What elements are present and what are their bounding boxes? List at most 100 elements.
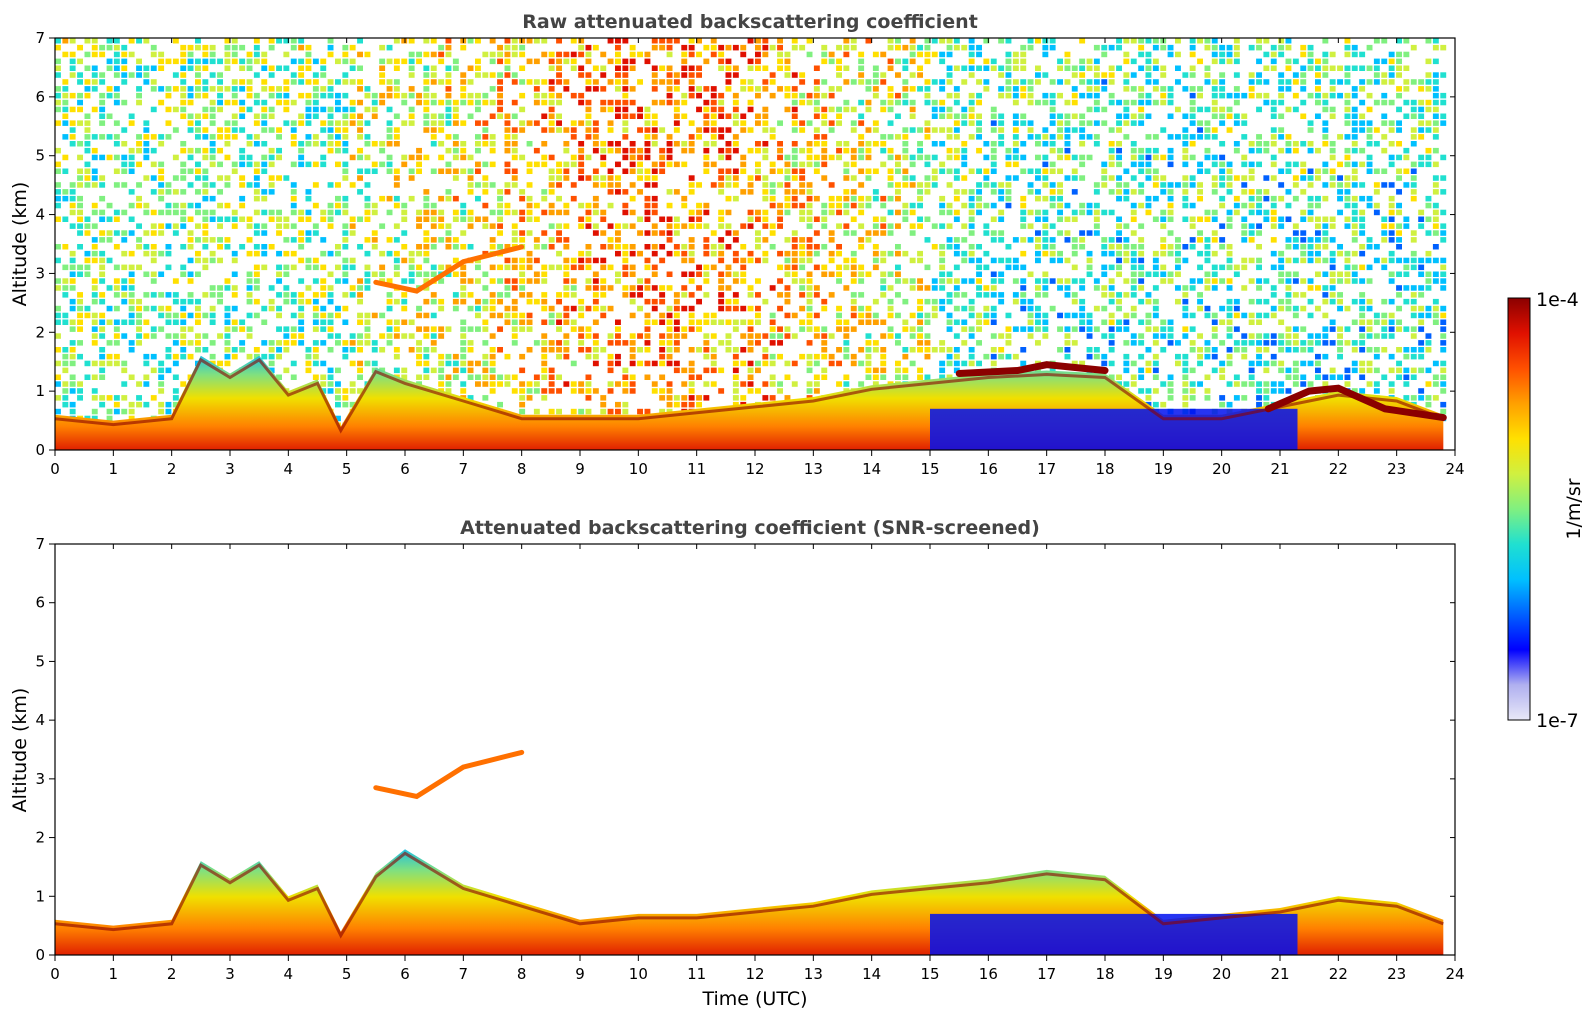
noise-pixel xyxy=(217,79,223,85)
noise-pixel xyxy=(1116,44,1122,51)
noise-pixel xyxy=(1123,195,1130,202)
noise-pixel xyxy=(1285,292,1292,298)
noise-pixel xyxy=(1233,312,1240,319)
noise-pixel xyxy=(357,298,363,305)
noise-pixel xyxy=(998,195,1005,202)
noise-pixel xyxy=(961,65,968,71)
noise-pixel xyxy=(99,120,106,126)
noise-pixel xyxy=(364,51,371,58)
noise-pixel xyxy=(113,278,120,284)
noise-pixel xyxy=(69,141,76,147)
noise-pixel xyxy=(1138,285,1145,291)
noise-pixel xyxy=(1108,175,1115,181)
noise-pixel xyxy=(371,168,378,174)
noise-pixel xyxy=(209,51,216,58)
noise-pixel xyxy=(298,92,305,99)
noise-pixel xyxy=(1160,319,1167,325)
noise-pixel xyxy=(467,209,474,216)
noise-pixel xyxy=(732,237,739,243)
noise-pixel xyxy=(202,264,209,271)
noise-pixel xyxy=(556,312,562,319)
noise-pixel xyxy=(865,333,872,339)
noise-pixel xyxy=(1152,340,1159,346)
noise-pixel xyxy=(1241,340,1248,346)
noise-pixel xyxy=(511,51,518,58)
noise-pixel xyxy=(298,65,305,71)
noise-pixel xyxy=(1388,161,1395,168)
noise-pixel xyxy=(276,147,282,154)
noise-pixel xyxy=(1167,86,1174,92)
noise-pixel xyxy=(467,360,474,367)
noise-pixel xyxy=(1145,79,1152,85)
noise-pixel xyxy=(953,92,960,99)
noise-pixel xyxy=(379,72,386,78)
noise-pixel xyxy=(386,92,393,99)
noise-pixel xyxy=(497,347,503,353)
noise-pixel xyxy=(202,44,209,51)
noise-pixel xyxy=(231,319,238,325)
noise-pixel xyxy=(976,326,982,332)
noise-pixel xyxy=(416,216,422,222)
noise-pixel xyxy=(799,305,806,312)
noise-pixel xyxy=(651,161,658,168)
noise-pixel xyxy=(327,51,334,58)
noise-pixel xyxy=(659,360,666,367)
noise-pixel xyxy=(401,230,408,236)
noise-pixel xyxy=(1167,92,1174,99)
noise-pixel xyxy=(445,65,452,71)
noise-pixel xyxy=(180,141,187,147)
noise-pixel xyxy=(1233,113,1240,119)
noise-pixel xyxy=(202,168,209,174)
noise-pixel xyxy=(408,120,415,126)
noise-pixel xyxy=(1337,271,1343,277)
noise-pixel xyxy=(843,264,850,271)
noise-pixel xyxy=(953,120,960,126)
noise-pixel xyxy=(91,209,98,216)
noise-pixel xyxy=(1418,319,1425,325)
noise-pixel xyxy=(1381,168,1388,174)
noise-pixel xyxy=(1027,312,1034,319)
noise-pixel xyxy=(1012,161,1019,168)
noise-pixel xyxy=(666,92,673,99)
noise-pixel xyxy=(1381,99,1388,106)
noise-pixel xyxy=(268,154,275,161)
noise-pixel xyxy=(769,326,776,332)
noise-pixel xyxy=(607,120,614,126)
noise-pixel xyxy=(1337,92,1343,99)
noise-pixel xyxy=(917,182,923,188)
noise-pixel xyxy=(239,127,246,133)
noise-pixel xyxy=(828,333,835,339)
noise-pixel xyxy=(1057,189,1063,195)
noise-pixel xyxy=(1226,209,1233,216)
noise-pixel xyxy=(858,141,865,147)
noise-pixel xyxy=(1263,175,1270,181)
noise-pixel xyxy=(666,360,673,367)
noise-pixel xyxy=(821,340,828,346)
noise-pixel xyxy=(165,209,172,216)
noise-pixel xyxy=(1071,244,1078,250)
noise-pixel xyxy=(607,223,614,229)
noise-pixel xyxy=(283,51,290,58)
noise-pixel xyxy=(585,127,592,133)
noise-pixel xyxy=(1079,360,1086,367)
noise-pixel xyxy=(187,216,194,222)
noise-pixel xyxy=(452,99,459,106)
noise-pixel xyxy=(1160,244,1167,250)
noise-pixel xyxy=(1403,298,1410,305)
noise-pixel xyxy=(637,216,643,222)
noise-pixel xyxy=(607,189,614,195)
noise-pixel xyxy=(489,312,496,319)
noise-pixel xyxy=(99,99,106,106)
noise-pixel xyxy=(1108,79,1115,85)
noise-pixel xyxy=(880,250,887,257)
noise-pixel xyxy=(511,333,518,339)
noise-pixel xyxy=(305,347,312,353)
noise-pixel xyxy=(150,244,157,250)
noise-pixel xyxy=(563,340,570,346)
noise-pixel xyxy=(246,58,253,65)
noise-pixel xyxy=(1300,189,1307,195)
noise-pixel xyxy=(836,86,842,92)
noise-pixel xyxy=(976,147,982,154)
noise-pixel xyxy=(1425,285,1432,291)
noise-pixel xyxy=(1307,312,1314,319)
